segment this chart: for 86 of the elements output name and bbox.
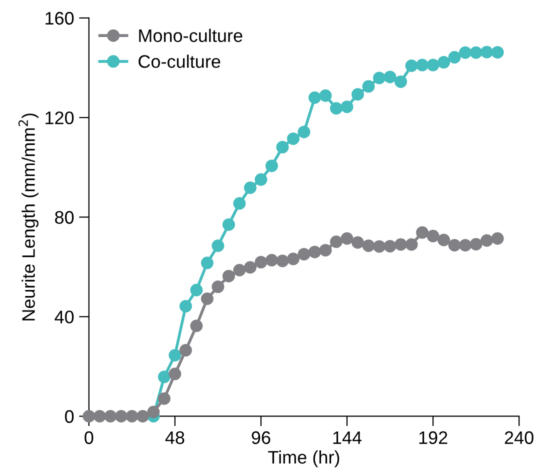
point: [438, 234, 450, 246]
point: [200, 256, 214, 270]
point: [233, 264, 246, 276]
point: [394, 238, 408, 251]
y-tick-label: 160: [46, 12, 74, 25]
point: [319, 89, 332, 102]
point: [384, 70, 396, 84]
legend-label: Co-culture: [138, 54, 220, 68]
point: [362, 80, 375, 93]
point: [373, 72, 386, 84]
point: [352, 236, 364, 249]
point: [459, 46, 472, 59]
point: [480, 46, 494, 58]
point: [168, 349, 182, 362]
point: [286, 252, 300, 266]
point: [459, 238, 472, 252]
point: [254, 256, 268, 268]
x-tick-label: 96: [252, 431, 270, 444]
point: [265, 160, 278, 172]
point: [405, 238, 418, 251]
point: [480, 234, 494, 247]
point: [190, 320, 203, 332]
point: [340, 232, 354, 245]
point: [394, 75, 408, 88]
point: [254, 173, 268, 186]
point: [340, 100, 354, 114]
point: [352, 88, 364, 101]
point: [276, 140, 289, 154]
point: [126, 410, 138, 422]
point: [104, 410, 117, 422]
point: [244, 261, 256, 274]
x-tick-label: 48: [165, 431, 184, 444]
point: [190, 284, 203, 296]
y-tick-label: 40: [54, 310, 74, 324]
point: [93, 410, 106, 422]
point: [222, 270, 235, 282]
point: [158, 370, 170, 384]
point: [136, 410, 149, 422]
point: [308, 91, 321, 104]
point: [233, 197, 246, 210]
point: [200, 292, 214, 305]
point: [265, 254, 278, 266]
legend-label: Mono-culture: [139, 28, 242, 42]
point: [179, 300, 192, 312]
point: [426, 58, 440, 72]
point: [212, 280, 224, 294]
point: [308, 246, 321, 258]
y-tick-label: 120: [46, 111, 74, 124]
point: [158, 392, 170, 405]
point: [168, 368, 182, 380]
point: [405, 60, 418, 72]
point: [179, 344, 192, 357]
point: [212, 239, 224, 252]
point: [298, 126, 310, 138]
point: [448, 51, 461, 64]
x-tick-label: 144: [333, 431, 362, 444]
x-tick-label: 240: [504, 431, 534, 444]
point: [426, 230, 440, 242]
point: [448, 238, 461, 252]
point: [319, 244, 332, 256]
point: [491, 232, 504, 245]
point: [362, 239, 375, 252]
point: [82, 410, 96, 422]
x-tick-label: 0: [84, 431, 94, 444]
point: [244, 181, 256, 194]
point: [470, 46, 482, 59]
point: [330, 236, 343, 248]
point: [114, 410, 128, 422]
point: [438, 56, 450, 69]
y-tick-label: 0: [65, 410, 74, 423]
point: [222, 218, 235, 231]
point: [276, 254, 289, 268]
point: [416, 226, 429, 239]
point: [147, 406, 160, 418]
point: [298, 248, 310, 260]
point: [286, 132, 300, 145]
point: [470, 238, 482, 250]
point: [416, 58, 429, 72]
x-axis-title: Time (hr): [268, 450, 340, 468]
point: [491, 46, 504, 59]
x-tick-label: 192: [419, 431, 448, 444]
y-tick-label: 80: [55, 211, 74, 224]
point: [373, 240, 386, 253]
point: [330, 102, 343, 115]
point: [384, 240, 396, 252]
y-axis-title: Neurite Length (mm/mm$^{2}$): [18, 114, 38, 320]
